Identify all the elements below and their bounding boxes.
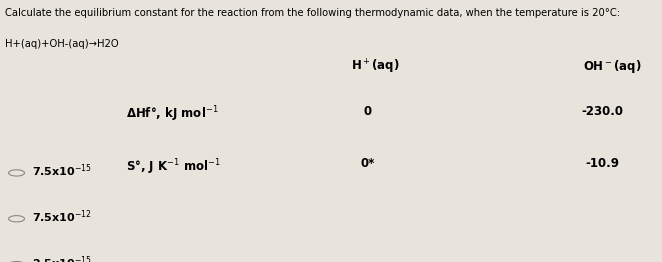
Text: S°, J K$^{-1}$ mol$^{-1}$: S°, J K$^{-1}$ mol$^{-1}$: [126, 157, 220, 177]
Text: 7.5x10$^{-12}$: 7.5x10$^{-12}$: [32, 208, 92, 225]
Text: H$^+$(aq): H$^+$(aq): [351, 58, 399, 76]
Text: Calculate the equilibrium constant for the reaction from the following thermodyn: Calculate the equilibrium constant for t…: [5, 8, 620, 18]
Text: -230.0: -230.0: [581, 105, 624, 118]
Text: 2.5x10$^{-15}$: 2.5x10$^{-15}$: [32, 254, 92, 262]
Text: H+(aq)+OH-(aq)→H2O: H+(aq)+OH-(aq)→H2O: [5, 39, 119, 49]
Text: 0*: 0*: [360, 157, 375, 170]
Text: ΔHf°, kJ mol$^{-1}$: ΔHf°, kJ mol$^{-1}$: [126, 105, 218, 124]
Text: -10.9: -10.9: [585, 157, 620, 170]
Text: 0: 0: [363, 105, 371, 118]
Text: 7.5x10$^{-15}$: 7.5x10$^{-15}$: [32, 162, 92, 179]
Text: OH$^-$(aq): OH$^-$(aq): [583, 58, 641, 75]
